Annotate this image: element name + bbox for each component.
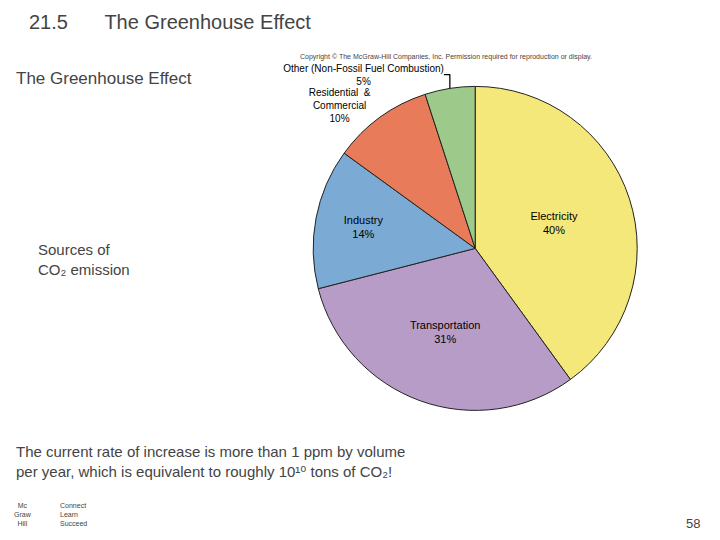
svg-text:Other (Non-Fossil Fuel Combust: Other (Non-Fossil Fuel Combustion)5% — [283, 63, 444, 87]
svg-text:ConnectLearnSucceed: ConnectLearnSucceed — [60, 502, 87, 527]
svg-text:McGrawHill: McGrawHill — [14, 502, 32, 527]
svg-text:Industry14%: Industry14% — [344, 214, 384, 240]
svg-text:The Greenhouse Effect: The Greenhouse Effect — [104, 11, 311, 33]
svg-text:21.5: 21.5 — [29, 11, 68, 33]
svg-text:Sources ofCO₂ emission: Sources ofCO₂ emission — [38, 241, 130, 278]
svg-text:58: 58 — [686, 516, 700, 531]
svg-text:The current rate of increase i: The current rate of increase is more tha… — [16, 443, 405, 480]
svg-text:The Greenhouse Effect: The Greenhouse Effect — [16, 69, 192, 88]
svg-text:Copyright © The McGraw-Hill Co: Copyright © The McGraw-Hill Companies, I… — [300, 53, 592, 61]
svg-text:Residential &Commercial10%: Residential &Commercial10% — [309, 87, 371, 124]
svg-text:Transportation31%: Transportation31% — [410, 319, 481, 345]
svg-text:Electricity40%: Electricity40% — [530, 210, 578, 236]
